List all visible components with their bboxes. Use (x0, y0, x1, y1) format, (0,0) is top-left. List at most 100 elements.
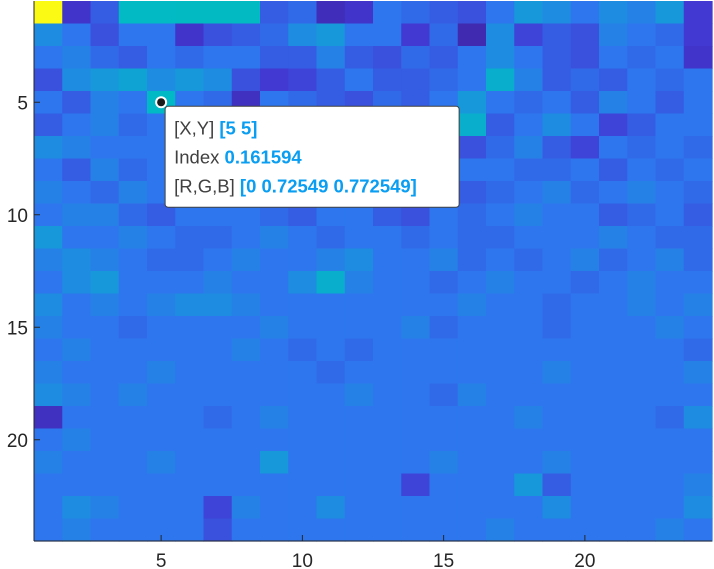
heatmap-cell (599, 226, 628, 250)
heatmap-cell (118, 68, 148, 92)
heatmap-cell (203, 226, 233, 250)
heatmap-cell (288, 473, 318, 497)
heatmap-cell (457, 203, 487, 227)
heatmap-cell (570, 23, 600, 47)
heatmap-cell (260, 361, 289, 385)
heatmap-cell (90, 226, 120, 250)
heatmap-cell (401, 1, 431, 25)
heatmap-cell (231, 226, 261, 250)
heatmap-cell (429, 338, 459, 362)
heatmap-cell (683, 451, 713, 475)
heatmap-cell (316, 361, 346, 385)
heatmap-cell (429, 496, 459, 520)
heatmap-cell (542, 361, 572, 385)
heatmap-cell (231, 383, 261, 407)
heatmap-cell (542, 23, 572, 47)
heatmap-cell (231, 451, 261, 475)
heatmap-cell (260, 451, 289, 475)
heatmap-cell (542, 226, 572, 250)
heatmap-cell (683, 406, 713, 430)
heatmap-cell (203, 203, 233, 227)
heatmap-cell (570, 473, 600, 497)
heatmap-cell (683, 383, 713, 407)
heatmap-cell (288, 23, 318, 47)
heatmap-cell (401, 293, 431, 317)
heatmap-cell (203, 451, 233, 475)
heatmap-cell (62, 293, 92, 317)
heatmap-cell (147, 451, 176, 475)
heatmap-cell (62, 91, 92, 115)
heatmap-cell (203, 1, 233, 25)
heatmap-cell (401, 383, 431, 407)
heatmap-cell (175, 383, 205, 407)
heatmap-cell (683, 293, 713, 317)
datatip-label: Index (174, 146, 224, 167)
heatmap-cell (457, 136, 487, 160)
heatmap-cell (288, 361, 318, 385)
heatmap-cell (655, 496, 685, 520)
heatmap-cell (203, 338, 233, 362)
heatmap-cell (457, 181, 487, 205)
heatmap-cell (486, 136, 515, 160)
heatmap-cell (175, 68, 205, 92)
heatmap-cell (599, 451, 628, 475)
heatmap-cell (570, 91, 600, 115)
heatmap-cell (486, 203, 515, 227)
heatmap-cell (683, 248, 713, 272)
heatmap-cell (90, 68, 120, 92)
heatmap-cell (34, 23, 63, 47)
heatmap-cell (118, 226, 148, 250)
heatmap-cell (118, 293, 148, 317)
heatmap-cell (542, 203, 572, 227)
heatmap-cell (457, 406, 487, 430)
heatmap-cell (514, 181, 544, 205)
heatmap-cell (599, 1, 628, 25)
heatmap-cell (175, 293, 205, 317)
heatmap-cell (457, 91, 487, 115)
heatmap-cell (62, 68, 92, 92)
heatmap-cell (175, 496, 205, 520)
heatmap-cell (175, 338, 205, 362)
y-tick-label: 5 (17, 93, 28, 114)
heatmap-cell (373, 316, 402, 340)
heatmap-cell (62, 316, 92, 340)
datatip-marker[interactable] (157, 98, 166, 107)
heatmap-cell (514, 1, 544, 25)
heatmap-cell (542, 271, 572, 295)
heatmap-cell (203, 383, 233, 407)
heatmap-cell (260, 428, 289, 452)
heatmap-cell (175, 248, 205, 272)
heatmap-cell (34, 338, 63, 362)
heatmap-cell (542, 91, 572, 115)
heatmap-cell (429, 473, 459, 497)
heatmap-cell (542, 451, 572, 475)
heatmap-cell (457, 496, 487, 520)
heatmap-cell (118, 473, 148, 497)
heatmap-cell (373, 383, 402, 407)
heatmap-cell (627, 91, 657, 115)
heatmap-cell (288, 248, 318, 272)
heatmap-cell (599, 473, 628, 497)
heatmap-cell (683, 428, 713, 452)
heatmap-cell (627, 316, 657, 340)
heatmap-cell (34, 451, 63, 475)
heatmap-cell (344, 383, 374, 407)
heatmap-cell (62, 226, 92, 250)
heatmap-cell (260, 316, 289, 340)
heatmap-cell (401, 226, 431, 250)
heatmap-cell (542, 316, 572, 340)
y-tick-label: 20 (7, 431, 28, 452)
heatmap-cell (90, 158, 120, 182)
heatmap-cell (683, 316, 713, 340)
heatmap-cell (429, 451, 459, 475)
heatmap-cell (231, 473, 261, 497)
heatmap-cell (316, 23, 346, 47)
heatmap-cell (316, 473, 346, 497)
heatmap-cell (203, 361, 233, 385)
heatmap-cell (288, 1, 318, 25)
heatmap-cell (344, 203, 374, 227)
heatmap-cell (260, 338, 289, 362)
heatmap-cell (457, 113, 487, 137)
heatmap-cell (627, 383, 657, 407)
datatip[interactable]: [X,Y] [5 5] Index 0.161594 [R,G,B] [0 0.72… (155, 96, 460, 208)
